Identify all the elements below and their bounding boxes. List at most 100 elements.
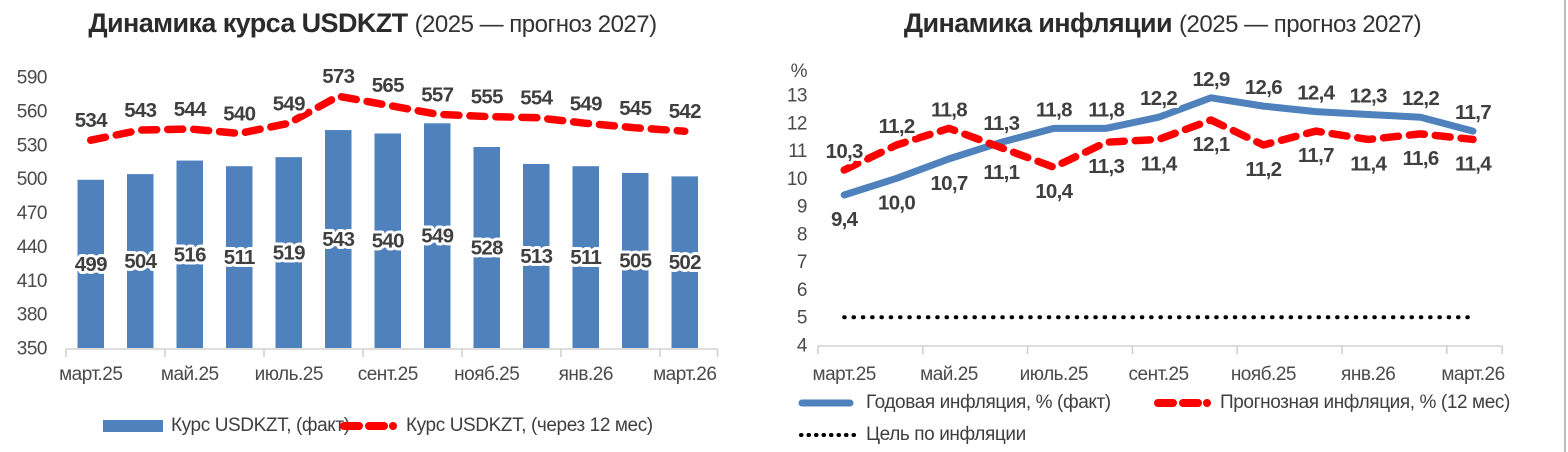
legend-item: Прогнозная инфляция, % (12 мес) [1152, 392, 1510, 414]
data-label: 505 [619, 249, 651, 272]
y-axis-tick-label: 9 [797, 197, 807, 218]
legend-item: Курс USDKZT, (факт) [103, 415, 350, 437]
data-label: 11,6 [1403, 147, 1439, 170]
x-axis-tick-label: май.25 [920, 364, 978, 385]
y-axis-tick-label: 560 [17, 101, 47, 122]
data-label: 12,6 [1245, 76, 1282, 99]
data-label: 502 [669, 251, 701, 274]
data-label: 11,4 [1455, 152, 1492, 175]
legend-label: Прогнозная инфляция, % (12 мес) [1220, 392, 1510, 413]
x-axis-tick-label: сент.25 [358, 364, 418, 385]
legend-marker-bar-icon [103, 420, 163, 432]
data-label: 543 [322, 228, 354, 251]
bar [226, 166, 253, 348]
data-label: 516 [174, 243, 206, 266]
data-label: 12,9 [1192, 68, 1229, 91]
data-label: 549 [421, 225, 453, 248]
bar [622, 172, 649, 348]
data-label: 565 [372, 74, 404, 97]
bar [473, 147, 500, 348]
y-axis-tick-label: 13 [787, 86, 807, 107]
data-label: 519 [273, 242, 305, 265]
legend-item: Годовая инфляция, % (факт) [798, 392, 1111, 414]
data-label: 11,8 [1088, 98, 1124, 121]
data-label: 573 [322, 65, 354, 88]
y-axis-unit-label: % [791, 61, 808, 82]
data-label: 11,4 [1141, 152, 1178, 175]
y-axis-tick-label: 590 [17, 68, 47, 89]
legend-label: Годовая инфляция, % (факт) [866, 392, 1111, 413]
bar [424, 123, 451, 348]
data-label: 12,2 [1402, 87, 1439, 110]
data-label: 499 [75, 253, 107, 276]
data-label: 9,4 [831, 208, 859, 231]
y-axis-tick-label: 5 [797, 308, 807, 329]
bar [523, 163, 550, 348]
usdkzt-plot-area: 350 380 410 440 470 500 530 560 590 март.25 май.25… [17, 62, 719, 385]
forecast-line [840, 116, 1477, 174]
data-label: 11,2 [879, 115, 915, 138]
y-axis-tick-label: 380 [17, 305, 47, 326]
x-axis-tick-label: июль.25 [1020, 364, 1088, 385]
data-label: 12,2 [1140, 87, 1177, 110]
x-axis-tick-label: март.26 [653, 364, 716, 385]
data-label: 540 [372, 230, 404, 253]
inflation-title-main: Динамика инфляции [903, 8, 1173, 38]
legend-label: Курс USDKZT, (факт) [171, 415, 350, 436]
data-label: 11,7 [1298, 144, 1334, 167]
data-label: 11,3 [983, 112, 1019, 135]
bar [671, 176, 698, 348]
y-axis-tick-label: 4 [797, 336, 808, 357]
usdkzt-title-note: (2025 — прогноз 2027) [414, 11, 658, 38]
data-label: 549 [570, 92, 602, 115]
data-label: 543 [124, 99, 156, 122]
data-label: 11,3 [1088, 155, 1124, 178]
data-label: 11,1 [983, 161, 1019, 184]
legend-dot [1203, 399, 1211, 407]
data-label: 511 [570, 246, 601, 269]
bar [275, 157, 302, 348]
bar [325, 130, 352, 348]
series-line [840, 94, 1477, 199]
y-axis-tick-label: 6 [797, 280, 807, 301]
data-label: 10,4 [1035, 180, 1073, 203]
bar [77, 179, 104, 348]
legend-marker-line-icon [798, 399, 854, 407]
data-label: 542 [669, 100, 701, 123]
data-label: 555 [471, 86, 503, 109]
legend-marker-line-dashed-icon [1154, 399, 1211, 407]
y-axis-tick-label: 470 [17, 203, 47, 224]
legend-marker-line-dashed-icon [340, 422, 397, 430]
legend-item: Цель по инфляции [798, 424, 1026, 446]
x-axis-tick-label: март.25 [59, 364, 122, 385]
data-label: 12,1 [1192, 133, 1229, 156]
inflation-title-note: (2025 — прогноз 2027) [1179, 11, 1422, 38]
data-label: 554 [520, 87, 553, 110]
y-axis-tick-label: 350 [17, 339, 47, 360]
inflation-chart-title: Динамика инфляции (2025 — прогноз 2027) [780, 8, 1545, 39]
y-axis-tick-label: 12 [787, 113, 807, 134]
data-label: 10,7 [930, 172, 967, 195]
data-label: 11,8 [1036, 98, 1072, 121]
data-label: 528 [471, 237, 503, 260]
y-axis-tick-label: 500 [17, 169, 47, 190]
bar [176, 160, 203, 348]
data-label: 11,7 [1455, 101, 1491, 124]
series-line-dashed [840, 116, 1477, 174]
data-label: 12,4 [1297, 82, 1335, 105]
data-label: 549 [273, 92, 305, 115]
legend-label: Цель по инфляции [866, 424, 1026, 445]
x-axis-tick-label: сент.25 [1129, 364, 1189, 385]
x-axis-tick-label: янв.26 [1341, 364, 1395, 385]
slide-right-border [1564, 0, 1566, 452]
x-axis-tick-label: янв.26 [559, 364, 613, 385]
panel-inflation-chart: 4 5 6 7 8 9 10 11 12 13% март.25 май.25 июль.25 сент.… [780, 0, 1568, 452]
data-label: 545 [619, 97, 651, 120]
legend-label: Курс USDKZT, (через 12 мес) [406, 415, 653, 436]
data-label: 504 [124, 250, 157, 273]
x-axis-tick-label: июль.25 [255, 364, 323, 385]
inflation-plot-area: 4 5 6 7 8 9 10 11 12 13% март.25 май.25 июль.25 сент.… [787, 61, 1505, 385]
data-label: 544 [174, 98, 207, 121]
series-line-dashed [87, 92, 689, 144]
